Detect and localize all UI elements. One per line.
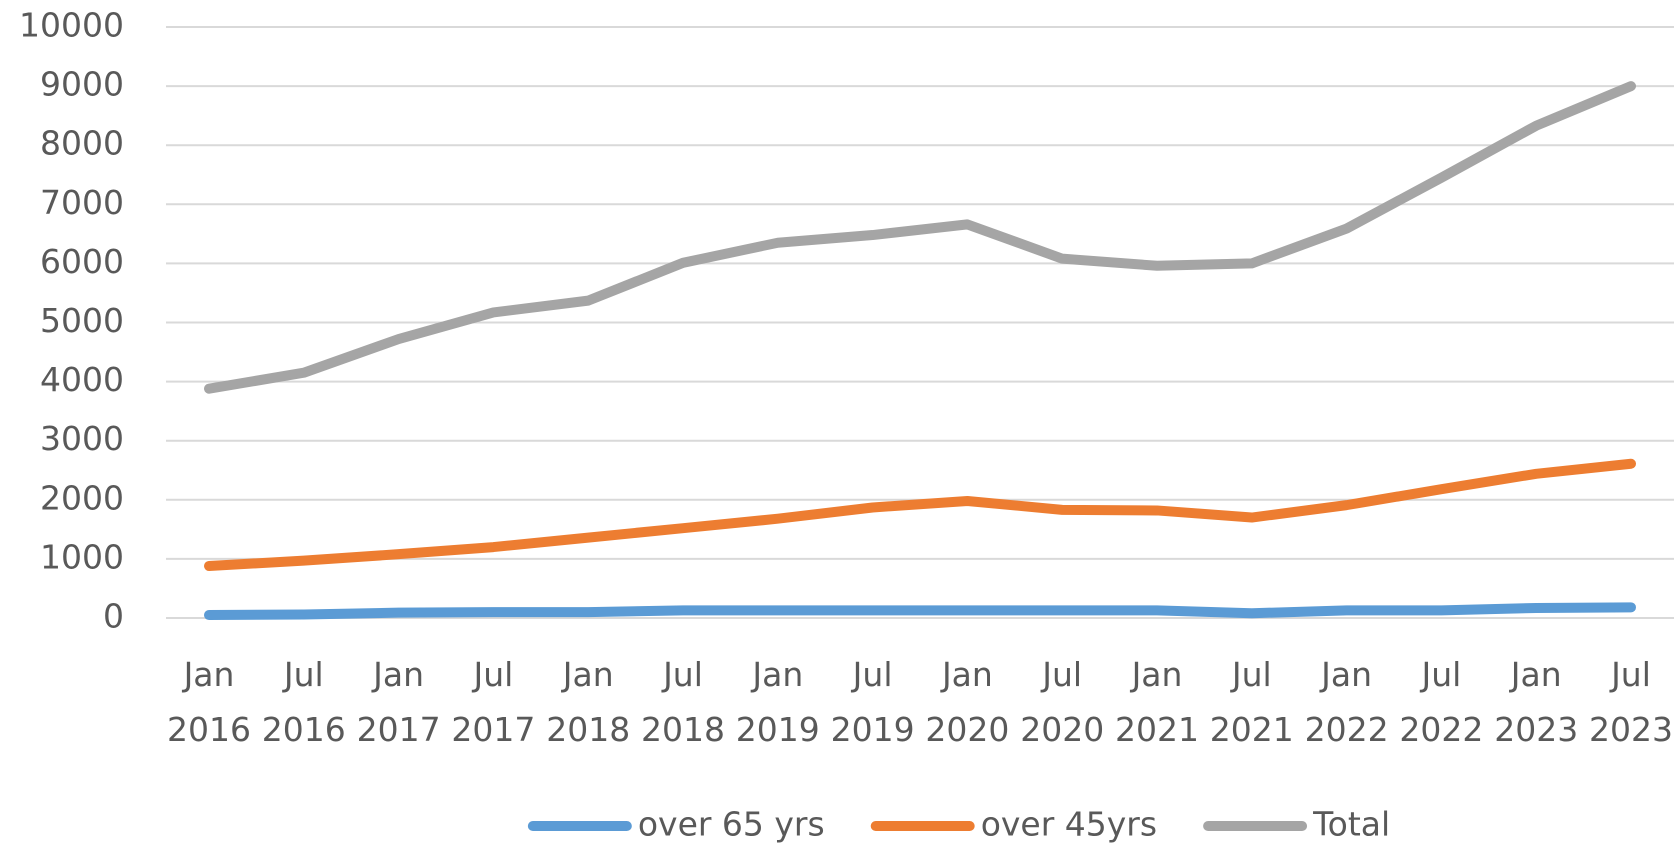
y-tick-label: 5000 — [40, 301, 124, 340]
x-tick-label: Jan 2023 — [1494, 655, 1578, 749]
x-tick-label: Jul 2019 — [831, 655, 915, 749]
series-line — [204, 602, 1636, 621]
x-tick-label: Jan 2017 — [357, 655, 441, 749]
y-tick-label: 2000 — [40, 478, 124, 517]
x-tick-label: Jul 2016 — [262, 655, 346, 749]
y-tick-label: 10000 — [19, 6, 124, 45]
x-tick-label: Jan 2022 — [1305, 655, 1389, 749]
x-tick-label: Jul 2018 — [641, 655, 725, 749]
legend-label: Total — [1312, 805, 1390, 844]
x-tick-label: Jul 2022 — [1399, 655, 1483, 749]
y-tick-label: 1000 — [40, 537, 124, 576]
x-tick-label: Jan 2019 — [736, 655, 820, 749]
y-tick-label: 0 — [103, 597, 124, 636]
x-tick-label: Jan 2016 — [167, 655, 251, 749]
legend-label: over 45yrs — [981, 805, 1157, 844]
y-tick-label: 7000 — [40, 183, 124, 222]
legend-label: over 65 yrs — [638, 805, 825, 844]
x-tick-label: Jul 2017 — [451, 655, 535, 749]
x-tick-label: Jan 2021 — [1115, 655, 1199, 749]
y-tick-label: 6000 — [40, 242, 124, 281]
x-tick-label: Jan 2018 — [546, 655, 630, 749]
series-line — [204, 458, 1636, 571]
y-tick-label: 3000 — [40, 419, 124, 458]
y-tick-label: 8000 — [40, 124, 124, 163]
legend: over 65 yrs over 45yrs Total — [527, 805, 1390, 844]
series-line — [204, 81, 1636, 394]
x-tick-label: Jul 2020 — [1020, 655, 1104, 749]
x-tick-label: Jul 2023 — [1589, 655, 1673, 749]
y-tick-label: 4000 — [40, 360, 124, 399]
y-tick-label: 9000 — [40, 65, 124, 104]
x-tick-label: Jul 2021 — [1210, 655, 1294, 749]
x-tick-label: Jan 2020 — [925, 655, 1009, 749]
